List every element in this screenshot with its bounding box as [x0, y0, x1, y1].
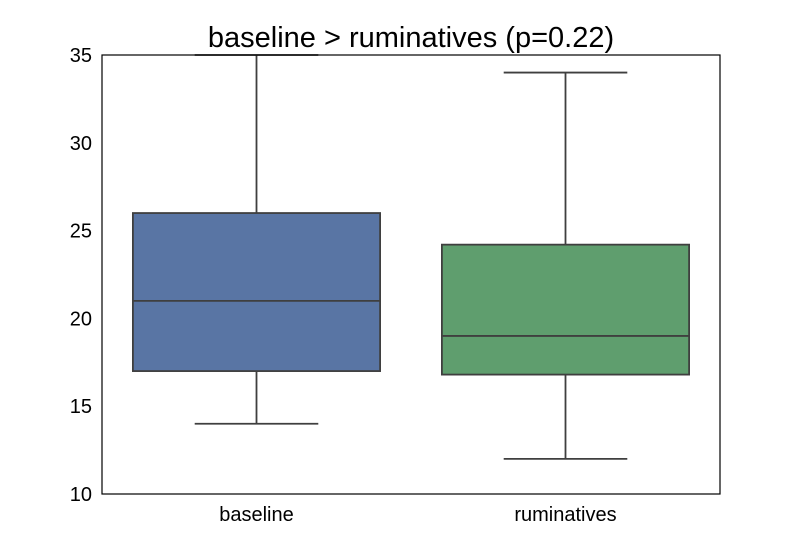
- plot-frame: [101, 54, 721, 495]
- y-tick-label: 15: [70, 396, 92, 418]
- y-tick-label: 10: [70, 484, 92, 506]
- baseline-box: [131, 212, 381, 372]
- plot-area: 10 15 20 25 30 35 baseline ruminatives: [70, 45, 690, 526]
- y-tick-label: 35: [70, 45, 92, 67]
- y-tick-label: 30: [70, 133, 92, 155]
- x-tick-label: ruminatives: [514, 504, 616, 526]
- x-tick-label: baseline: [219, 504, 294, 526]
- chart-title: baseline > ruminatives (p=0.22): [208, 22, 614, 54]
- y-tick-label: 20: [70, 308, 92, 330]
- y-tick-label: 25: [70, 221, 92, 243]
- ruminatives-box: [440, 243, 690, 376]
